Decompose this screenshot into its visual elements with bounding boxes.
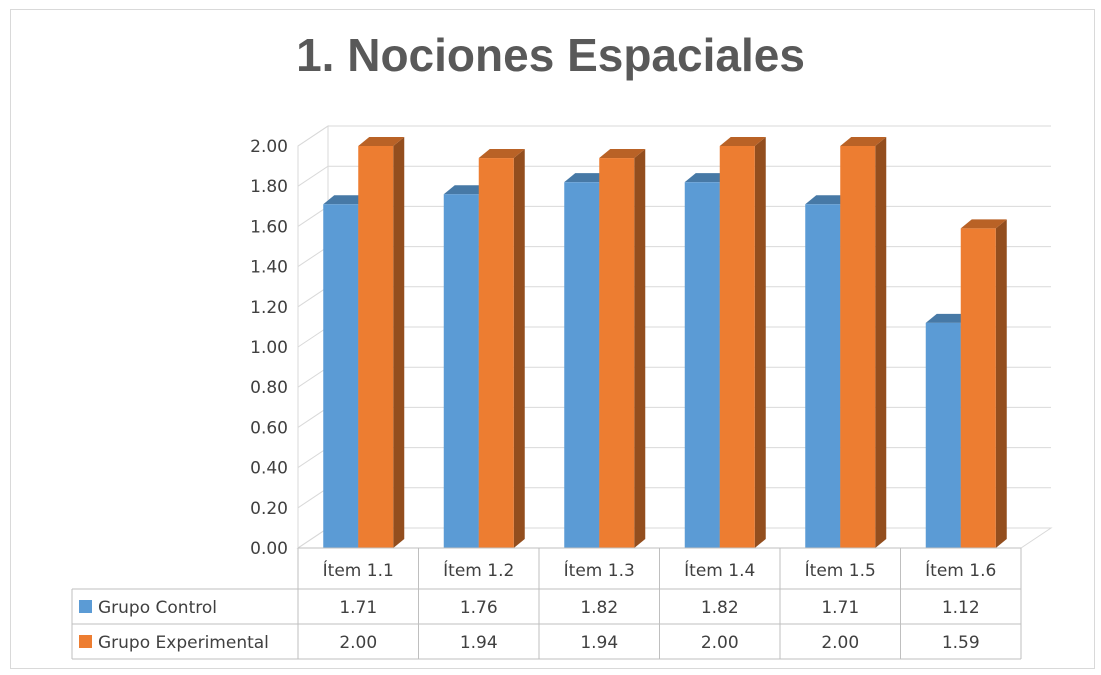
- bar-top: [960, 219, 1007, 229]
- bar-side: [513, 149, 525, 548]
- bar: [564, 182, 600, 548]
- x-tick-label: Ítem 1.1: [323, 559, 394, 581]
- x-tick-label: Ítem 1.4: [684, 559, 755, 581]
- bar: [443, 194, 479, 549]
- data-label: 2.00: [339, 633, 377, 653]
- y-tick-label: 0.60: [250, 418, 288, 438]
- data-label: 1.82: [580, 598, 618, 618]
- bar: [960, 228, 996, 548]
- bar-top: [925, 313, 972, 323]
- bar-side: [875, 137, 887, 548]
- chart-title: 1. Nociones Espaciales: [296, 29, 805, 81]
- bar: [358, 146, 394, 548]
- bar-top: [599, 149, 646, 159]
- y-tick-label: 1.20: [250, 298, 288, 318]
- bar-top: [564, 173, 611, 183]
- bar-top: [478, 149, 525, 159]
- data-label: 1.94: [460, 633, 498, 653]
- x-tick-label: Ítem 1.6: [925, 559, 996, 581]
- x-tick-label: Ítem 1.5: [805, 559, 876, 581]
- bar-side: [634, 149, 646, 548]
- legend-swatch: [79, 635, 92, 648]
- data-label: 1.59: [942, 633, 980, 653]
- x-tick-label: Ítem 1.3: [564, 559, 635, 581]
- y-tick-label: 0.20: [250, 499, 288, 519]
- y-tick-label: 0.00: [250, 539, 288, 559]
- bar-top: [443, 185, 490, 195]
- legend-label: Grupo Experimental: [98, 633, 269, 653]
- gridline: [297, 246, 1051, 268]
- legend-label: Grupo Control: [98, 598, 217, 618]
- bar: [478, 158, 514, 548]
- gridline: [297, 165, 1051, 187]
- y-tick-label: 1.60: [250, 217, 288, 237]
- gridline: [297, 205, 1051, 227]
- bar-top: [840, 137, 887, 146]
- y-tick-label: 0.80: [250, 378, 288, 398]
- y-tick-label: 1.80: [250, 177, 288, 197]
- data-label: 2.00: [701, 633, 739, 653]
- bar: [719, 146, 755, 548]
- legend-swatch: [79, 600, 92, 613]
- bar: [925, 322, 961, 548]
- data-label: 1.71: [339, 598, 377, 618]
- y-tick-label: 2.00: [250, 137, 288, 157]
- x-tick-label: Ítem 1.2: [443, 559, 514, 581]
- data-label: 1.76: [460, 598, 498, 618]
- y-tick-label: 1.40: [250, 258, 288, 278]
- y-tick-label: 1.00: [250, 338, 288, 358]
- gridline: [297, 125, 1051, 147]
- bar-top: [323, 195, 370, 205]
- bar-side: [995, 219, 1007, 548]
- bar-top: [805, 195, 852, 205]
- bar-top: [719, 137, 766, 146]
- data-label: 1.94: [580, 633, 618, 653]
- bar: [684, 182, 720, 548]
- gridline: [297, 286, 1051, 308]
- data-label: 2.00: [821, 633, 859, 653]
- bar: [323, 204, 359, 549]
- bar: [599, 158, 635, 548]
- data-label: 1.71: [821, 598, 859, 618]
- bar-side: [754, 137, 766, 548]
- chart-frame: [10, 9, 1095, 669]
- bar: [840, 146, 876, 548]
- data-label: 1.12: [942, 598, 980, 618]
- y-tick-label: 0.40: [250, 459, 288, 479]
- data-label: 1.82: [701, 598, 739, 618]
- bar-top: [684, 173, 731, 183]
- bar: [805, 204, 841, 549]
- bar-side: [393, 137, 405, 548]
- bar-top: [358, 137, 405, 146]
